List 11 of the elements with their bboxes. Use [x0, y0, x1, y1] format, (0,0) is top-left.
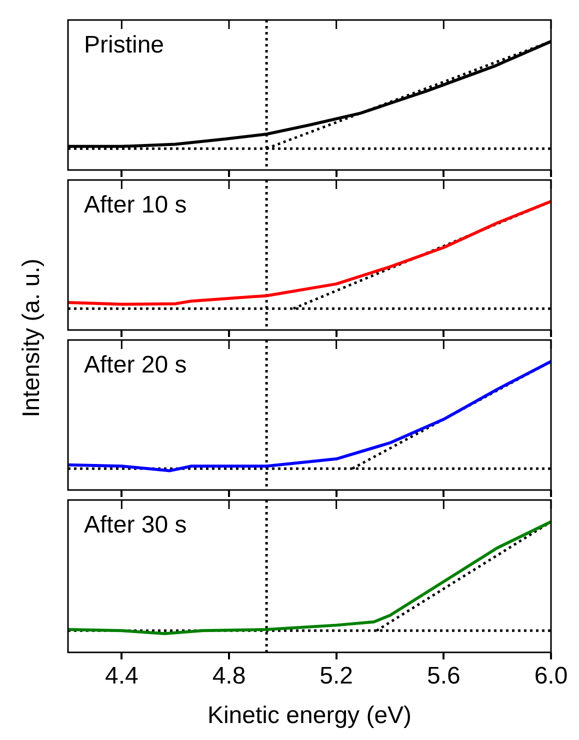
chart-title: After 30 s [84, 512, 187, 539]
x-tick-label: 4.4 [104, 662, 138, 690]
y-axis-title: Intensity (a. u.) [18, 258, 46, 418]
x-tick-label: 5.2 [320, 662, 354, 690]
x-tick-label: 4.8 [212, 662, 246, 690]
chart-title: After 10 s [84, 192, 187, 219]
x-tick-label: 6.0 [534, 662, 568, 690]
chart-title: Pristine [84, 32, 164, 59]
x-tick-label: 5.6 [426, 662, 460, 690]
x-axis-title: Kinetic energy (eV) [207, 702, 412, 730]
chart-title: After 20 s [84, 352, 187, 379]
